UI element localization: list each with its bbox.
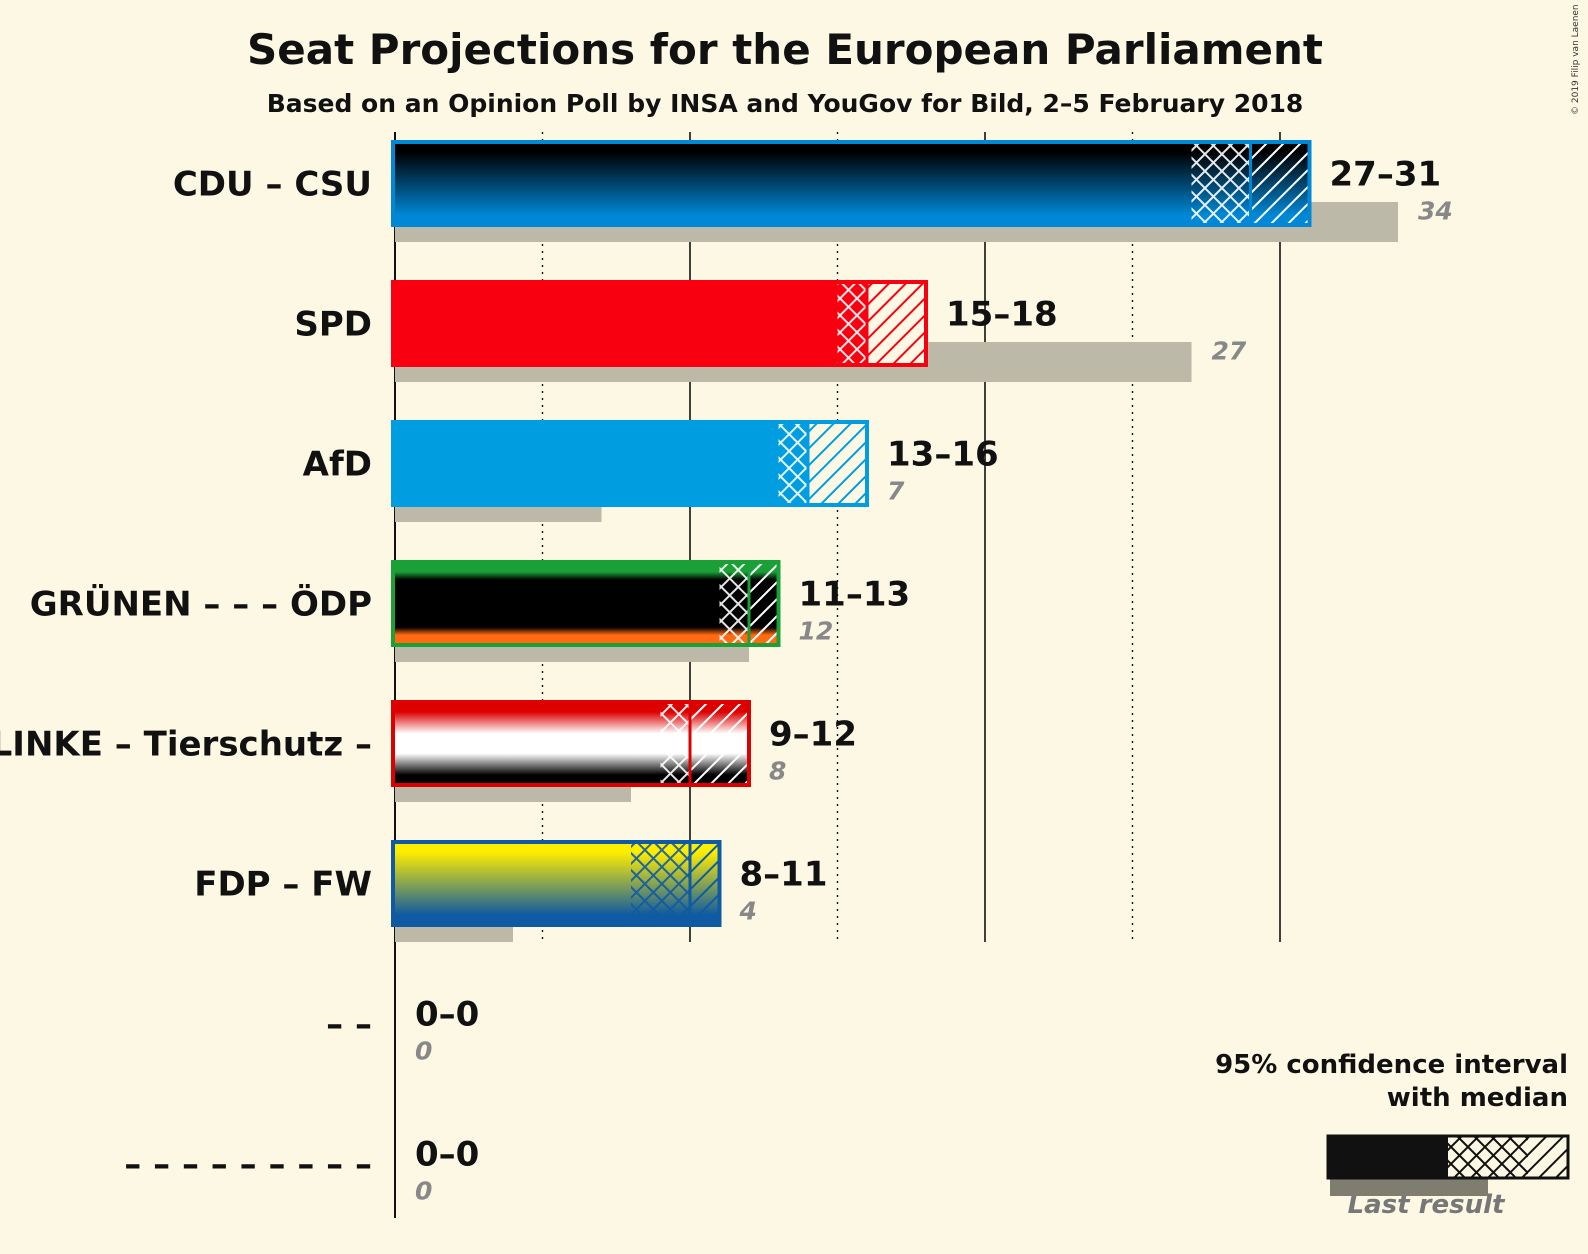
last-result-label: 34 [1418,197,1453,226]
projection-bar-solid [395,422,779,505]
range-label: 15–18 [946,295,1058,335]
range-label: 0–0 [415,995,479,1035]
legend-title-line2: with median [1387,1083,1568,1113]
legend-cross-swatch [1448,1136,1528,1178]
projection-bar-upper-ci-hatch [1250,142,1310,225]
legend-outline [1326,1134,1570,1180]
party-label: CDU – CSU [173,165,372,205]
party-label: GRÜNEN – – – ÖDP [30,584,372,625]
projection-bar-lower-ci-hatch [837,282,867,365]
party-label: SPD [294,305,372,345]
projection-bar-lower-ci-hatch [660,702,690,785]
legend-title-line1: 95% confidence interval [1215,1050,1568,1080]
projection-bar-outline [391,840,722,927]
range-label: 11–13 [799,575,911,615]
projection-bar-lower-ci-hatch [1191,142,1251,225]
party-label: – – [326,1005,372,1045]
party-row: – – 0–00 [326,995,479,1066]
projection-bar-outline [391,280,928,367]
party-row: LINKE – Tierschutz – 9–128 [0,700,857,802]
party-row: FDP – FW 8–114 [194,840,828,942]
chart-subtitle: Based on an Opinion Poll by INSA and You… [267,89,1304,118]
last-result-label: 8 [769,757,786,786]
projection-bar-lower-ci-hatch [719,562,749,645]
party-row: AfD 13–167 [303,420,999,522]
projection-bar-outline [391,700,751,787]
projection-bar-lower-ci-hatch [631,842,690,925]
last-result-label: 0 [415,1037,432,1066]
chart-title: Seat Projections for the European Parlia… [247,25,1323,74]
last-result-label: 27 [1212,337,1247,366]
legend-diag-swatch [1528,1136,1568,1178]
projection-bar-solid [395,702,661,785]
party-label: AfD [303,445,372,485]
last-result-label: 7 [887,477,905,506]
legend: 95% confidence interval with median Last… [1215,1050,1570,1220]
range-label: 9–12 [769,715,857,755]
projection-bar-upper-ci-hatch [690,842,720,925]
projection-bar-outline [391,560,781,647]
party-label: – – – – – – – – – [124,1145,372,1185]
range-label: 27–31 [1330,155,1442,195]
range-label: 13–16 [887,435,999,475]
range-label: 0–0 [415,1135,479,1175]
projection-bar-outline [391,140,1312,227]
projection-bar-solid [395,142,1192,225]
legend-solid-swatch [1328,1136,1448,1178]
projection-bar-upper-ci-hatch [749,562,779,645]
copyright-note: © 2019 Filip van Laenen [1571,4,1581,115]
projection-bar-upper-ci-hatch [867,282,926,365]
projection-bar-solid [395,842,631,925]
last-result-label: 0 [415,1177,432,1206]
projection-bar-upper-ci-hatch [690,702,749,785]
projection-bar-upper-ci-hatch [808,422,867,505]
party-label: FDP – FW [194,865,372,905]
party-label: LINKE – Tierschutz – [0,725,372,765]
projection-bar-lower-ci-hatch [778,422,808,505]
projection-bar-outline [391,420,869,507]
range-label: 8–11 [740,855,828,895]
last-result-label: 12 [799,617,834,646]
party-row: SPD 15–18 27 [294,280,1247,382]
party-row: – – – – – – – – – 0–00 [124,1135,479,1206]
last-result-label: 4 [739,897,757,926]
projection-bar-solid [395,282,838,365]
projection-bar-solid [395,562,720,645]
